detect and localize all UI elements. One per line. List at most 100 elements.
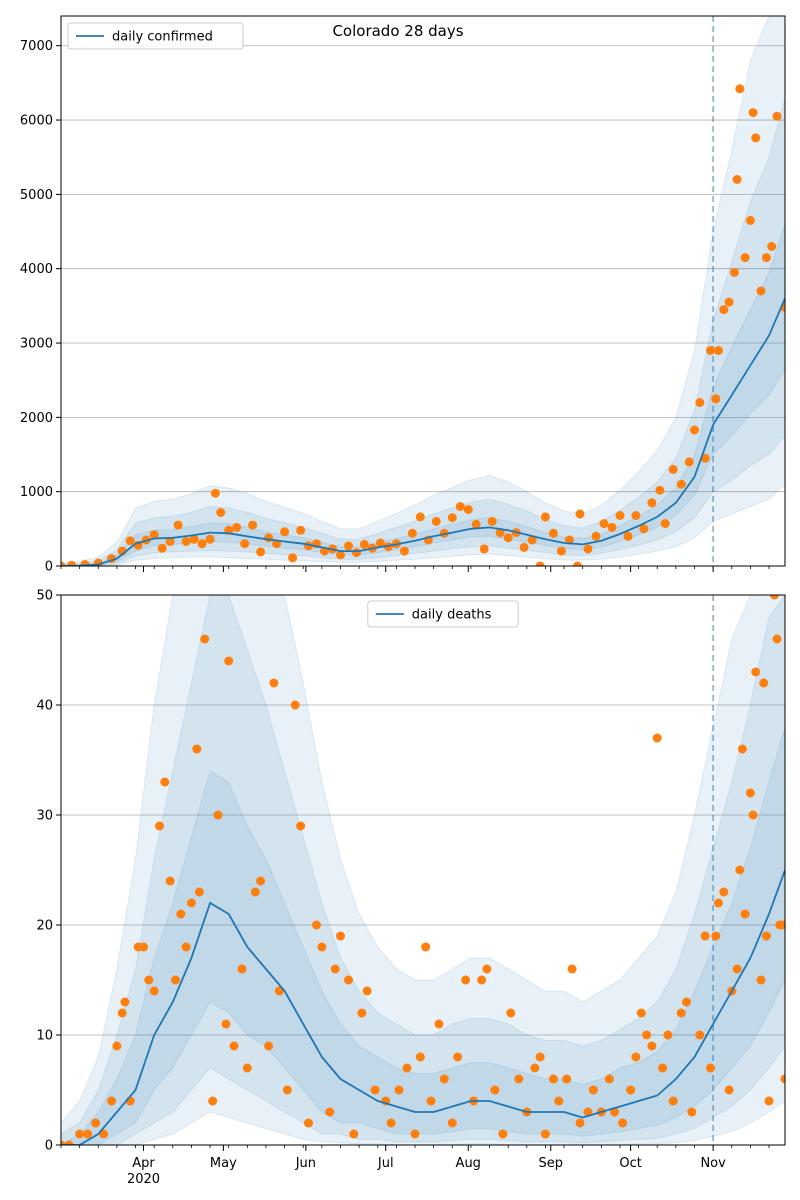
observed-point <box>530 1063 540 1073</box>
observed-point <box>780 1074 785 1084</box>
observed-point <box>91 1118 101 1128</box>
observed-point <box>453 1052 463 1062</box>
y-tick-label: 20 <box>36 919 53 934</box>
uncertainty-band <box>61 726 785 1145</box>
y-tick-label: 0 <box>45 560 53 575</box>
y-tick-label: 40 <box>36 699 53 714</box>
observed-point <box>157 543 167 553</box>
observed-point <box>777 920 785 930</box>
observed-point <box>186 898 196 908</box>
y-tick-label: 10 <box>36 1029 53 1044</box>
observed-point <box>463 505 473 514</box>
observed-point <box>421 942 431 952</box>
observed-point <box>735 865 745 875</box>
observed-point <box>112 1041 122 1051</box>
observed-point <box>572 561 582 566</box>
observed-point <box>700 931 710 941</box>
observed-point <box>107 1096 117 1106</box>
observed-point <box>745 215 755 225</box>
observed-point <box>176 909 186 919</box>
observed-point <box>125 536 135 546</box>
uncertainty-band <box>61 595 785 1145</box>
observed-point <box>304 1118 313 1128</box>
x-tick-label: Aug <box>456 1156 481 1171</box>
observed-point <box>655 485 665 495</box>
observed-point <box>224 656 234 666</box>
x-tick-label: Apr <box>132 1156 155 1171</box>
observed-point <box>751 133 761 143</box>
observed-point <box>575 1118 585 1128</box>
observed-point <box>615 511 625 520</box>
observed-point <box>359 539 369 549</box>
series-line <box>61 869 785 1145</box>
x-tick-label: Jul <box>377 1156 394 1171</box>
observed-point <box>554 1096 564 1106</box>
observed-point <box>269 678 279 688</box>
observed-point <box>386 1118 396 1128</box>
observed-point <box>490 1085 500 1095</box>
observed-point <box>540 1129 550 1139</box>
observed-point <box>194 887 204 897</box>
observed-point <box>482 964 492 974</box>
observed-point <box>663 1030 673 1040</box>
observed-point <box>631 511 641 520</box>
observed-point <box>407 528 417 538</box>
observed-point <box>562 1074 572 1084</box>
observed-point <box>399 546 409 556</box>
axes-frame <box>60 15 786 567</box>
observed-point <box>171 975 180 985</box>
observed-point <box>205 534 215 544</box>
observed-point <box>652 733 662 743</box>
observed-point <box>434 1019 444 1029</box>
observed-point <box>75 1129 85 1139</box>
observed-point <box>772 111 782 121</box>
x-tick-label: Oct <box>619 1156 641 1171</box>
observed-point <box>732 175 742 184</box>
y-tick-label: 7000 <box>20 39 53 54</box>
observed-point <box>256 547 266 557</box>
legend: daily deaths <box>367 600 519 628</box>
observed-point <box>748 108 758 118</box>
observed-point <box>548 528 558 538</box>
observed-point <box>676 479 686 489</box>
observed-point <box>636 1008 646 1018</box>
observed-point <box>415 1052 425 1062</box>
observed-point <box>208 1096 218 1106</box>
y-tick-label: 4000 <box>20 262 53 277</box>
observed-point <box>264 533 274 543</box>
observed-point <box>660 519 670 529</box>
observed-point <box>221 1019 231 1029</box>
observed-point <box>375 538 385 548</box>
observed-point <box>498 1129 508 1139</box>
observed-point <box>626 1085 636 1095</box>
observed-point <box>495 528 505 538</box>
legend-box <box>367 600 519 628</box>
observed-point <box>192 744 202 754</box>
observed-point <box>519 542 529 552</box>
observed-point <box>165 537 175 546</box>
observed-point <box>370 1085 380 1095</box>
observed-point <box>514 1074 524 1084</box>
observed-point <box>362 986 372 996</box>
observed-point <box>668 1096 678 1106</box>
observed-point <box>181 537 191 546</box>
observed-point <box>165 876 175 886</box>
observed-point <box>394 1085 404 1095</box>
observed-point <box>248 520 258 530</box>
observed-point <box>415 512 425 522</box>
observed-point <box>181 942 191 952</box>
observed-point <box>687 1107 697 1117</box>
observed-point <box>740 253 750 263</box>
observed-point <box>139 942 148 952</box>
observed-point <box>461 975 471 985</box>
observed-point <box>61 1140 66 1145</box>
observed-point <box>336 931 345 941</box>
confirmed-panel: 0 1000 2000 3000 4000 5000 6000 7000 daily confi… <box>20 15 786 575</box>
observed-point <box>83 1129 93 1139</box>
y-tick-label: 5000 <box>20 188 53 203</box>
observed-point <box>216 508 226 517</box>
observed-point <box>352 548 361 558</box>
observed-point <box>695 1030 705 1040</box>
observed-point <box>535 1052 545 1062</box>
